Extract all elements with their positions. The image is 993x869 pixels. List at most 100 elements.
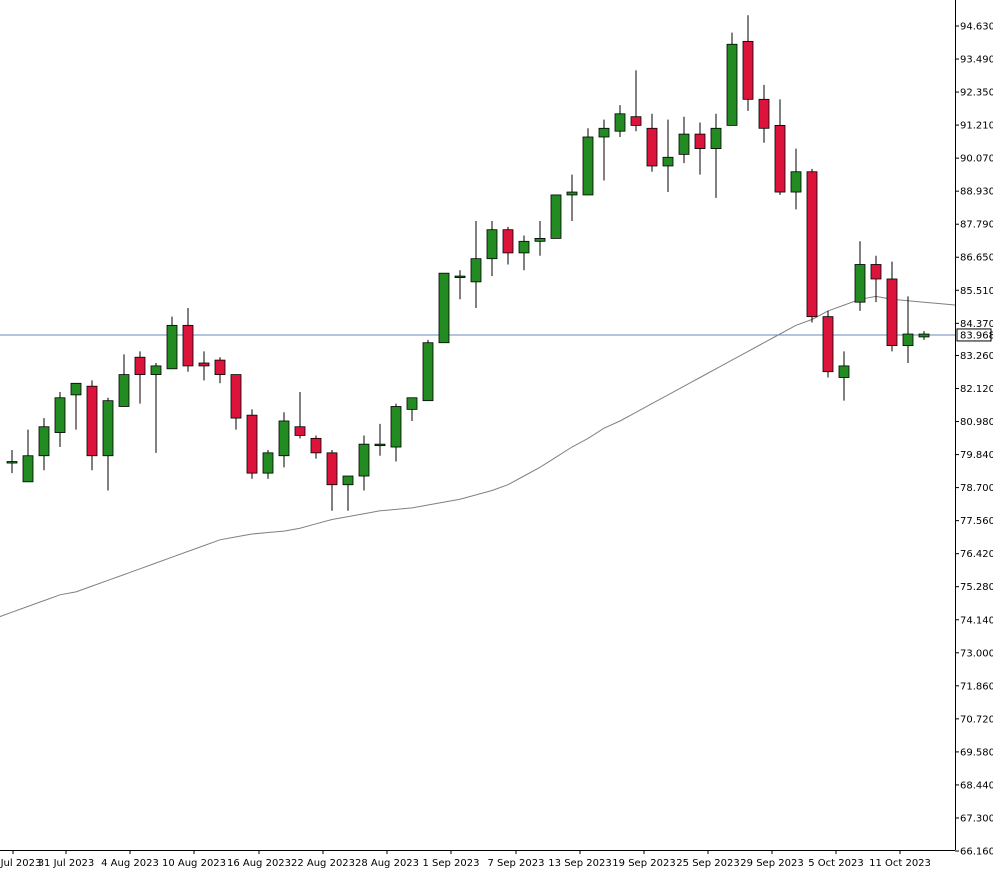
- candle-body-bearish: [310, 437, 322, 454]
- candle: [390, 403, 402, 462]
- candle-body-bearish: [246, 414, 258, 474]
- candle-body-bullish: [102, 400, 114, 457]
- candle-body-bullish: [262, 452, 274, 474]
- y-tick-label: 94.630: [960, 22, 993, 33]
- candle: [582, 128, 594, 196]
- candle-body-bullish: [918, 333, 930, 338]
- candle-body-bearish: [886, 278, 898, 347]
- candle-body-bullish: [374, 443, 386, 447]
- candle-body-bullish: [422, 342, 434, 402]
- candle: [406, 397, 418, 421]
- y-tick-label: 84.370: [960, 319, 993, 330]
- y-tick-label: 66.160: [960, 847, 993, 858]
- candle: [886, 261, 898, 352]
- candle-body-bearish: [198, 362, 210, 367]
- x-tick-label: 29 Sep 2023: [740, 858, 803, 869]
- y-tick-label: 68.440: [960, 780, 993, 791]
- candle: [710, 113, 722, 198]
- candle: [358, 435, 370, 491]
- y-tick-label: 76.420: [960, 549, 993, 560]
- candle: [54, 391, 66, 448]
- y-axis-ticks: 94.630 93.490 92.350 91.210 90.070 88.930 87.7…: [955, 22, 993, 858]
- candle-body-bullish: [566, 191, 578, 196]
- candle-body-bearish: [214, 359, 226, 376]
- current-price-label: 83.968: [956, 328, 993, 342]
- candle-body-bearish: [134, 356, 146, 376]
- candle-body-bullish: [678, 133, 690, 155]
- candle-body-bearish: [806, 171, 818, 318]
- candle-body-bearish: [758, 98, 770, 129]
- candle: [182, 307, 194, 372]
- x-tick-label: 19 Sep 2023: [612, 858, 675, 869]
- candle-body-bullish: [22, 455, 34, 483]
- candle: [774, 99, 786, 195]
- y-tick-label: 86.650: [960, 253, 993, 264]
- y-tick-label: 82.120: [960, 384, 993, 395]
- x-tick-label: 11 Oct 2023: [869, 858, 931, 869]
- candle: [822, 310, 834, 378]
- candle: [694, 122, 706, 175]
- x-tick-label: 7 Sep 2023: [487, 858, 544, 869]
- candle: [518, 235, 530, 271]
- plot-background: [0, 0, 955, 850]
- candle: [150, 363, 162, 453]
- x-tick-label: 25 Jul 2023: [0, 858, 41, 869]
- candle-body-bullish: [438, 272, 450, 344]
- candle-body-bearish: [822, 316, 834, 373]
- candle: [550, 194, 562, 239]
- candle-body-bullish: [662, 156, 674, 167]
- candle-body-bullish: [838, 365, 850, 378]
- y-tick-label: 87.790: [960, 220, 993, 231]
- candle: [438, 272, 450, 344]
- candle: [374, 423, 386, 456]
- candle-body-bullish: [854, 264, 866, 303]
- x-tick-label: 28 Aug 2023: [355, 858, 419, 869]
- y-tick-label: 85.510: [960, 286, 993, 297]
- y-tick-label: 71.860: [960, 681, 993, 692]
- candle: [422, 339, 434, 402]
- candle: [614, 105, 626, 137]
- candle: [246, 409, 258, 479]
- candle-body-bullish: [726, 43, 738, 126]
- y-tick-label: 92.350: [960, 88, 993, 99]
- candle: [198, 351, 210, 381]
- y-tick-label: 73.000: [960, 648, 993, 659]
- candle: [918, 331, 930, 340]
- candle-body-bullish: [486, 229, 498, 260]
- y-tick-label: 75.280: [960, 582, 993, 593]
- x-tick-label: 22 Aug 2023: [291, 858, 355, 869]
- candle-body-bullish: [406, 397, 418, 410]
- candle-body-bearish: [230, 374, 242, 419]
- candle-body-bullish: [790, 171, 802, 193]
- y-tick-label: 77.560: [960, 516, 993, 527]
- candle: [678, 116, 690, 164]
- candles-layer: [6, 15, 930, 511]
- y-tick-label: 74.140: [960, 615, 993, 626]
- x-tick-label: 10 Aug 2023: [162, 858, 226, 869]
- candle-body-bearish: [326, 452, 338, 486]
- candle: [262, 449, 274, 479]
- candle: [214, 357, 226, 384]
- candle: [38, 418, 50, 471]
- y-tick-label: 80.980: [960, 417, 993, 428]
- candle: [70, 382, 82, 430]
- candle-body-bullish: [150, 365, 162, 376]
- candle-body-bullish: [390, 406, 402, 448]
- y-tick-label: 78.700: [960, 483, 993, 494]
- candle-body-bearish: [182, 324, 194, 367]
- candle-body-bearish: [630, 116, 642, 126]
- candle-body-bullish: [534, 238, 546, 242]
- y-tick-label: 90.070: [960, 154, 993, 165]
- candle: [502, 226, 514, 265]
- candle: [134, 351, 146, 404]
- candle: [278, 412, 290, 468]
- candle: [166, 316, 178, 370]
- candle: [454, 270, 466, 300]
- candle: [294, 391, 306, 439]
- candle-body-bullish: [342, 475, 354, 486]
- x-tick-label: 31 Jul 2023: [38, 858, 95, 869]
- current-price-label-text: 83.968: [960, 330, 993, 341]
- candle: [486, 221, 498, 277]
